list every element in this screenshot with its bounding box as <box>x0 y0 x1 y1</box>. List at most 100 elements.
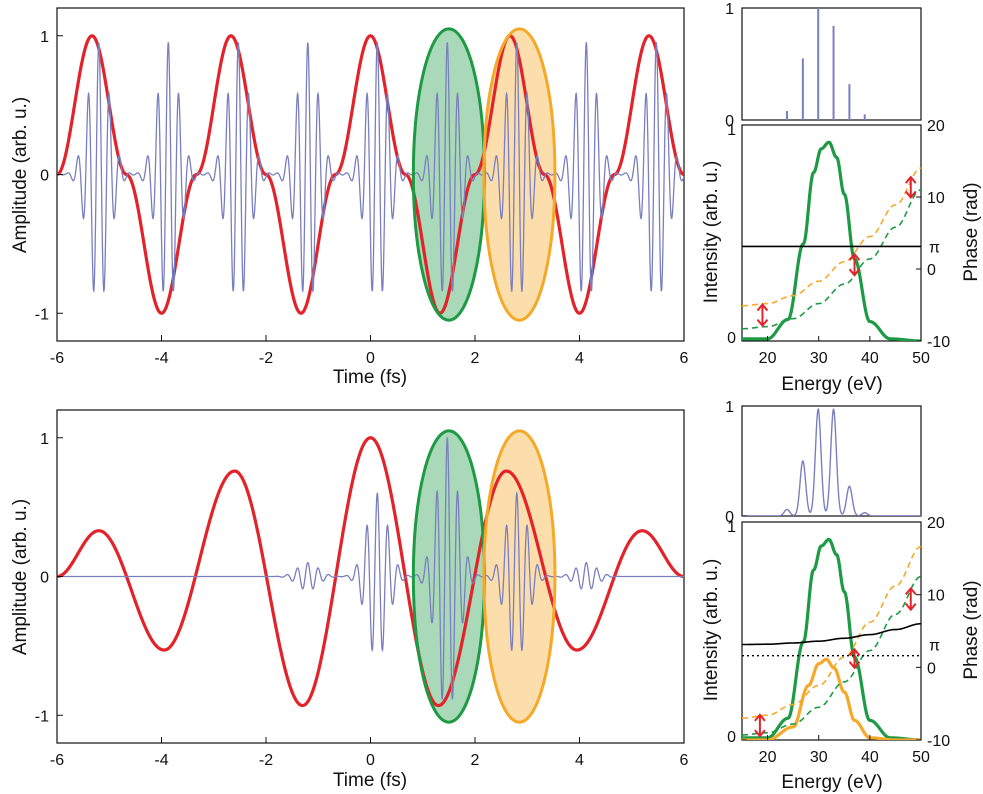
phase-difference-arrow <box>756 302 769 328</box>
x-tick-label: 40 <box>861 749 879 766</box>
y2-tick-label: 20 <box>927 118 945 135</box>
harmonic-spectrum-line <box>742 407 921 516</box>
x-tick-label: 4 <box>575 752 584 769</box>
y2-tick-label: -10 <box>927 733 950 750</box>
y-tick-label: 1 <box>40 29 49 46</box>
bottom-right-spectrum-marks <box>742 407 921 516</box>
x-tick-label: 20 <box>759 749 777 766</box>
x-tick-label: 30 <box>810 749 828 766</box>
y2-tick-label: 10 <box>927 190 945 207</box>
x-tick-label: 50 <box>912 749 930 766</box>
top-left-axes: -6 -4 -2 0 2 4 6 -1 0 1 <box>35 29 689 367</box>
top-right-main-axes: 20 30 40 50 0 1 -10 0 10 20 π <box>727 118 950 367</box>
y-tick-label: 0 <box>40 570 49 587</box>
y-tick-label: 0 <box>725 509 734 526</box>
top-right-spectrum-marks <box>786 8 866 120</box>
panel-bottom-right-main: 20 30 40 50 0 1 -10 0 10 20 π Energy (eV) Intensit… <box>701 515 982 793</box>
x-tick-label: 40 <box>861 350 879 367</box>
green-phase-line <box>742 189 921 330</box>
y2-tick-label: 0 <box>927 660 936 677</box>
top-right-main-frame <box>741 124 922 342</box>
orange-phase-line <box>742 545 921 719</box>
x-tick-label: 50 <box>912 350 930 367</box>
bottom-right-y-axis-title: Intensity (arb. u.) <box>701 559 722 702</box>
bottom-right-main-frame <box>741 521 922 741</box>
y2-tick-label: 10 <box>927 588 945 605</box>
x-tick-label: 20 <box>759 350 777 367</box>
panel-top-right-spectrum: 01 <box>725 1 922 130</box>
top-right-x-axis-title: Energy (eV) <box>781 374 882 395</box>
bottom-right-x-axis-title: Energy (eV) <box>781 772 882 793</box>
top-left-y-axis-title: Amplitude (arb. u.) <box>10 97 31 253</box>
top-right-y-axis-title: Intensity (arb. u.) <box>701 161 722 304</box>
bottom-left-y-axis-title: Amplitude (arb. u.) <box>10 499 31 655</box>
bottom-right-main-axes: 20 30 40 50 0 1 -10 0 10 20 π <box>727 515 950 766</box>
y2-tick-label: 20 <box>927 515 945 532</box>
y-tick-label: 1 <box>727 519 736 536</box>
bottom-left-x-axis-title: Time (fs) <box>333 770 407 791</box>
bottom-right-y2-axis-title: Phase (rad) <box>961 580 982 679</box>
x-tick-label: 30 <box>810 350 828 367</box>
bottom-right-spectrum-axes: 01 <box>725 399 747 526</box>
x-tick-label: 4 <box>575 350 584 367</box>
x-tick-label: -2 <box>259 350 273 367</box>
green-phase-line <box>742 575 921 736</box>
x-tick-label: -6 <box>50 350 64 367</box>
x-tick-label: -6 <box>50 752 64 769</box>
x-tick-label: -4 <box>154 350 168 367</box>
x-tick-label: 6 <box>680 752 689 769</box>
y2-tick-label: 0 <box>927 262 936 279</box>
phase-difference-arrow <box>754 713 766 738</box>
relative-phase-line <box>742 622 921 646</box>
top-right-main-marks <box>742 140 921 341</box>
pi-tick-label: π <box>929 638 940 655</box>
x-tick-label: 2 <box>471 752 480 769</box>
bottom-right-main-marks <box>742 537 921 740</box>
driving-field-line <box>57 436 684 708</box>
top-right-spectrum-frame <box>741 7 922 121</box>
panel-top-left: -6 -4 -2 0 2 4 6 -1 0 1 Time (fs) Amplitude (arb.… <box>10 7 689 388</box>
y-tick-label: 0 <box>725 113 734 130</box>
y-tick-label: 1 <box>40 431 49 448</box>
y-tick-label: -1 <box>35 708 49 725</box>
panel-top-right-main: 20 30 40 50 0 1 -10 0 10 20 π Energy (eV) Intensit… <box>701 118 982 395</box>
y-tick-label: 1 <box>725 399 734 416</box>
bottom-left-plot-marks <box>57 429 684 724</box>
y-tick-label: -1 <box>35 306 49 323</box>
phase-difference-arrow <box>848 647 861 670</box>
y-tick-label: 1 <box>727 122 736 139</box>
phase-difference-arrow <box>848 252 861 277</box>
top-right-spectrum-axes: 01 <box>725 1 747 130</box>
driving-field-line <box>57 34 684 315</box>
orange-intensity-line <box>742 657 921 740</box>
attosecond-pulse-train-line <box>57 42 684 293</box>
attosecond-pulse-train-line <box>57 437 684 700</box>
phase-difference-arrow <box>905 175 917 200</box>
green-ellipse-fill <box>413 430 485 723</box>
x-tick-label: 0 <box>366 350 375 367</box>
top-left-plot-marks <box>57 27 684 322</box>
x-tick-label: -2 <box>259 752 273 769</box>
top-left-x-axis-title: Time (fs) <box>333 367 407 388</box>
panel-bottom-left: -6 -4 -2 0 2 4 6 -1 0 1 Time (fs) Amplitude (arb.… <box>10 409 689 791</box>
panel-bottom-right-spectrum: 01 <box>725 399 922 526</box>
green-intensity-line <box>742 537 921 740</box>
bottom-left-axes: -6 -4 -2 0 2 4 6 -1 0 1 <box>35 431 689 769</box>
y-tick-label: 0 <box>727 330 736 347</box>
y-tick-label: 0 <box>40 168 49 185</box>
orange-ellipse-outline <box>482 429 557 724</box>
phase-difference-arrow <box>905 586 917 612</box>
y-tick-label: 1 <box>725 1 734 18</box>
pi-tick-label: π <box>929 239 940 256</box>
y2-tick-label: -10 <box>927 334 950 351</box>
x-tick-label: 2 <box>471 350 480 367</box>
bottom-right-spectrum-frame <box>741 405 922 517</box>
orange-phase-line <box>742 167 921 307</box>
y-tick-label: 0 <box>727 729 736 746</box>
top-right-y2-axis-title: Phase (rad) <box>961 182 982 281</box>
x-tick-label: -4 <box>154 752 168 769</box>
x-tick-label: 6 <box>680 350 689 367</box>
x-tick-label: 0 <box>366 752 375 769</box>
orange-ellipse-outline <box>482 27 557 322</box>
